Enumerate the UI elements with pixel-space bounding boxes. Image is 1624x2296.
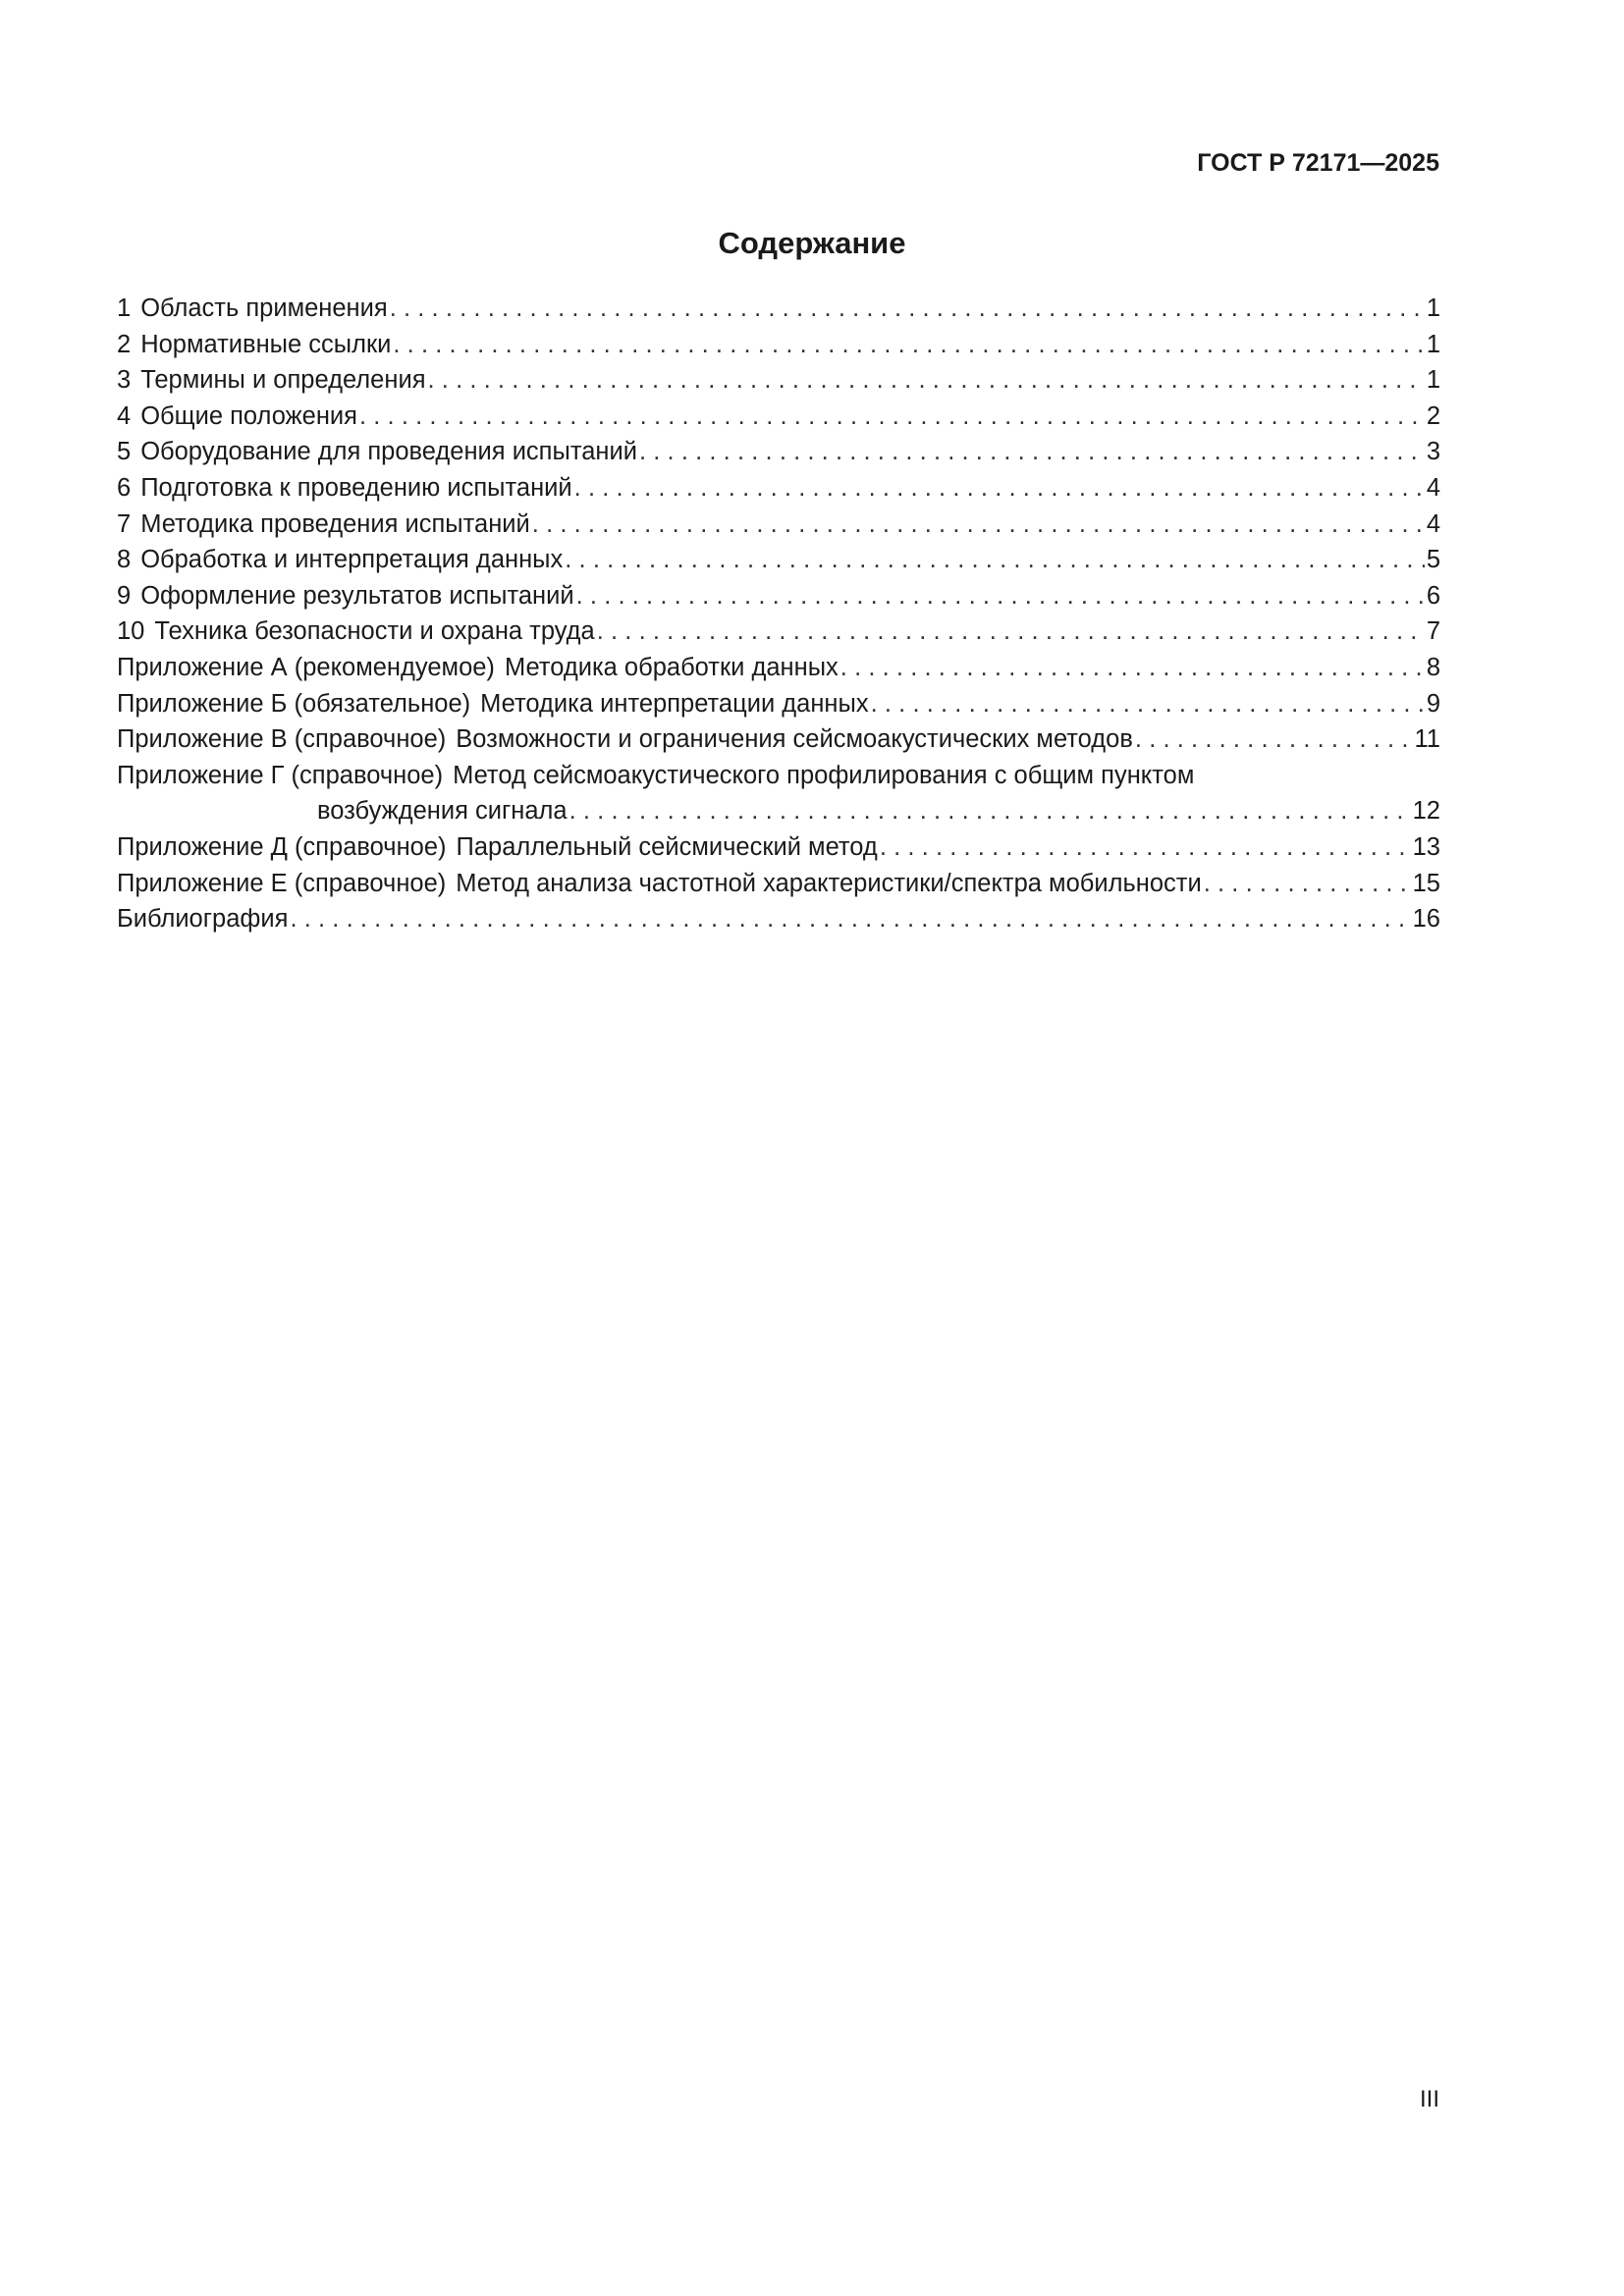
toc-entry-number: 3: [117, 366, 132, 395]
toc-appendix-entry[interactable]: Приложение Б (обязательное) Методика инт…: [117, 686, 1440, 722]
toc-entry-number: 10: [117, 617, 145, 646]
toc-entry-text: Техника безопасности и охрана труда: [154, 617, 595, 646]
toc-entry-text-cont: возбуждения сигнала: [317, 797, 568, 826]
appendix-label: Приложение Г (справочное): [117, 761, 444, 789]
toc-entry[interactable]: 4 Общие положения ......................…: [117, 399, 1440, 435]
appendix-label: Приложение Б (обязательное): [117, 689, 471, 718]
toc-entry-number: 8: [117, 546, 132, 574]
toc-entry-page: 1: [1426, 294, 1440, 322]
toc-appendix-entry[interactable]: Приложение А (рекомендуемое) Методика об…: [117, 650, 1440, 686]
toc-entry-text: Обработка и интерпретация данных: [140, 546, 564, 574]
toc-appendix-entry-continuation[interactable]: возбуждения сигнала ....................…: [117, 793, 1440, 829]
toc-entry-page: 1: [1426, 366, 1440, 395]
toc-entry-text: Параллельный сейсмический метод: [456, 832, 878, 861]
toc-entry-text: Оформление результатов испытаний: [140, 581, 574, 610]
toc-entry[interactable]: 7 Методика проведения испытаний ........…: [117, 507, 1440, 543]
toc-title: Содержание: [718, 226, 906, 260]
dot-leader: ........................................…: [389, 294, 1425, 322]
toc-entry-text: Методика интерпретации данных: [480, 689, 869, 718]
toc-entry-text: Термины и определения: [140, 366, 426, 395]
toc-entry-page: 15: [1412, 869, 1440, 897]
dot-leader: ........................................…: [427, 366, 1425, 395]
toc-entry-number: 6: [117, 473, 132, 502]
toc-entry-text: Нормативные ссылки: [140, 330, 392, 358]
toc-entry-number: 9: [117, 581, 132, 610]
toc-entry-page: 9: [1426, 689, 1440, 718]
toc-entry-text: Метод анализа частотной характеристики/с…: [456, 869, 1202, 897]
toc-entry-text: Подготовка к проведению испытаний: [140, 473, 572, 502]
toc-entry-number: 4: [117, 401, 132, 430]
toc-entry[interactable]: 1 Область применения ...................…: [117, 291, 1440, 327]
toc-entry-bibliography[interactable]: Библиография ...........................…: [117, 901, 1440, 937]
toc-entry-page: 4: [1426, 509, 1440, 538]
toc-entry-number: 1: [117, 294, 132, 322]
toc-entry[interactable]: 10 Техника безопасности и охрана труда .…: [117, 614, 1440, 650]
toc-entry-number: 7: [117, 509, 132, 538]
toc-entry-number: 2: [117, 330, 132, 358]
toc-entry-page: 5: [1426, 546, 1440, 574]
toc-appendix-entry[interactable]: Приложение Е (справочное) Метод анализа …: [117, 866, 1440, 902]
dot-leader: ........................................…: [575, 581, 1425, 610]
toc-entry-page: 2: [1426, 401, 1440, 430]
document-code: ГОСТ Р 72171—2025: [1197, 149, 1439, 177]
toc-entry[interactable]: 2 Нормативные ссылки ...................…: [117, 327, 1440, 363]
appendix-label: Приложение Е (справочное): [117, 869, 447, 897]
dot-leader: ........................................…: [290, 905, 1410, 934]
toc-entry-text: Методика проведения испытаний: [140, 509, 530, 538]
toc-entry-page: 11: [1414, 725, 1440, 754]
toc-appendix-entry[interactable]: Приложение Д (справочное) Параллельный с…: [117, 829, 1440, 866]
appendix-label: Приложение А (рекомендуемое): [117, 653, 495, 681]
toc-entry-text: Оборудование для проведения испытаний: [140, 438, 637, 466]
toc-entry-number: 5: [117, 438, 132, 466]
dot-leader: ........................................…: [879, 832, 1411, 861]
toc-entry-text: Возможности и ограничения сейсмоакустиче…: [456, 725, 1133, 754]
toc-entry-text: Общие положения: [140, 401, 357, 430]
dot-leader: ........................................…: [393, 330, 1425, 358]
dot-leader: ........................................…: [1134, 725, 1413, 754]
toc-entry[interactable]: 3 Термины и определения ................…: [117, 362, 1440, 399]
toc-entry[interactable]: 8 Обработка и интерпретация данных .....…: [117, 542, 1440, 578]
dot-leader: ........................................…: [568, 797, 1411, 826]
toc-entry-text: Библиография: [117, 905, 289, 934]
toc-entry-page: 6: [1426, 581, 1440, 610]
toc-entry-page: 8: [1426, 653, 1440, 681]
dot-leader: ........................................…: [358, 401, 1425, 430]
dot-leader: ........................................…: [1203, 869, 1411, 897]
appendix-label: Приложение Д (справочное): [117, 832, 447, 861]
toc-entry-page: 1: [1426, 330, 1440, 358]
appendix-label: Приложение В (справочное): [117, 725, 447, 754]
toc-entry-page: 16: [1412, 905, 1440, 934]
toc-entry[interactable]: 9 Оформление результатов испытаний .....…: [117, 578, 1440, 614]
dot-leader: ........................................…: [870, 689, 1425, 718]
toc-entry-text: Область применения: [140, 294, 388, 322]
dot-leader: ........................................…: [531, 509, 1425, 538]
toc-entry[interactable]: 6 Подготовка к проведению испытаний ....…: [117, 470, 1440, 507]
toc-appendix-entry[interactable]: Приложение В (справочное) Возможности и …: [117, 721, 1440, 758]
toc-entry-page: 13: [1412, 832, 1440, 861]
toc-entry-text: Методика обработки данных: [504, 653, 839, 681]
table-of-contents: 1 Область применения ...................…: [117, 291, 1440, 937]
dot-leader: ........................................…: [596, 617, 1425, 646]
dot-leader: ........................................…: [839, 653, 1425, 681]
toc-entry-text: Метод сейсмоакустического профилирования…: [453, 761, 1195, 789]
page-number: III: [1419, 2086, 1439, 2112]
toc-entry[interactable]: 5 Оборудование для проведения испытаний …: [117, 434, 1440, 470]
toc-entry-page: 12: [1412, 797, 1440, 826]
toc-appendix-entry[interactable]: Приложение Г (справочное) Метод сейсмоак…: [117, 758, 1440, 794]
toc-entry-page: 7: [1426, 617, 1440, 646]
dot-leader: ........................................…: [638, 438, 1425, 466]
dot-leader: ........................................…: [573, 473, 1425, 502]
toc-entry-page: 4: [1426, 473, 1440, 502]
toc-entry-page: 3: [1426, 438, 1440, 466]
dot-leader: ........................................…: [565, 546, 1425, 574]
